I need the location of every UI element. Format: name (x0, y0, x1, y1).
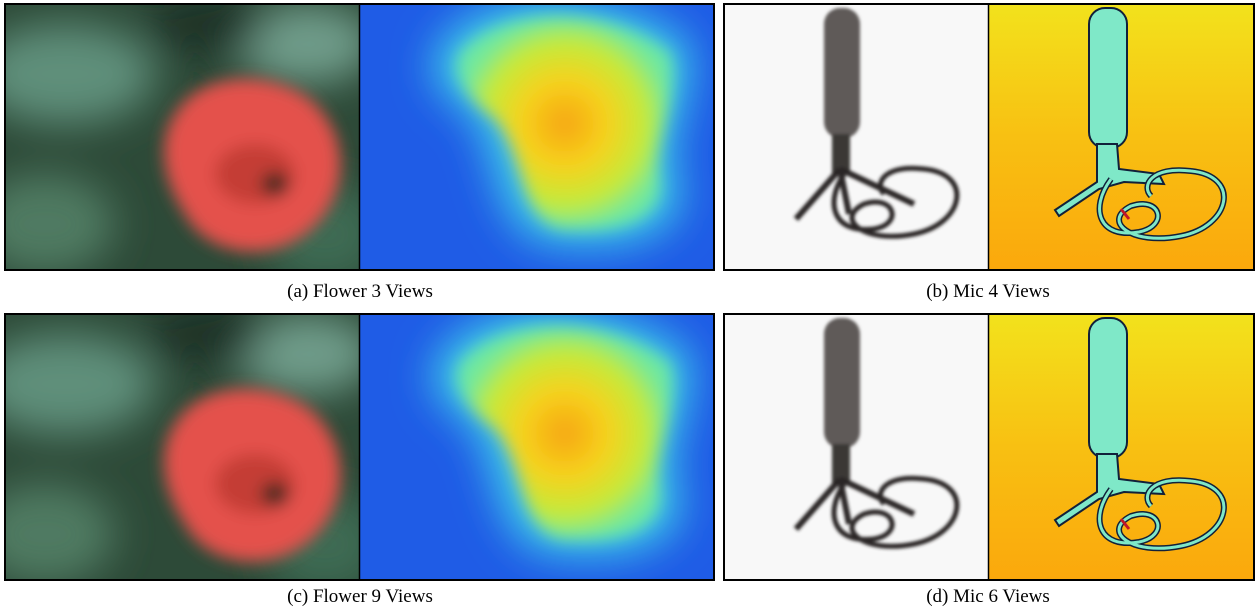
panel-d: (d) Mic 6 Views (724, 314, 1254, 607)
caption: (b) Mic 4 Views (926, 281, 1050, 302)
rgb-image (0, 0, 385, 284)
caption: (a) Flower 3 Views (287, 281, 433, 302)
panel-a: (a) Flower 3 Views (0, 0, 714, 302)
depth-image (360, 0, 714, 270)
caption: (d) Mic 6 Views (926, 586, 1050, 607)
error-image (989, 314, 1254, 580)
depth-image (360, 309, 714, 580)
error-image (989, 4, 1254, 270)
rgb-image (724, 4, 989, 270)
panel-b: (b) Mic 4 Views (724, 4, 1254, 302)
rgb-image (724, 314, 989, 580)
figure: (a) Flower 3 Views (b) Mic 4 Views (c) F… (0, 0, 1257, 608)
rgb-image (0, 304, 385, 594)
caption: (c) Flower 9 Views (287, 586, 433, 607)
panel-c: (c) Flower 9 Views (0, 304, 714, 607)
